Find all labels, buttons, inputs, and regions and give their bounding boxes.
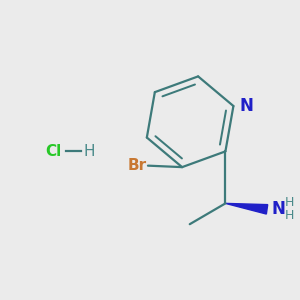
Text: H: H bbox=[284, 209, 294, 222]
Text: N: N bbox=[272, 200, 286, 218]
Text: Br: Br bbox=[127, 158, 146, 173]
Text: Cl: Cl bbox=[45, 144, 62, 159]
Text: H: H bbox=[284, 196, 294, 209]
Polygon shape bbox=[225, 203, 268, 214]
Text: N: N bbox=[240, 97, 254, 115]
Text: H: H bbox=[83, 144, 95, 159]
